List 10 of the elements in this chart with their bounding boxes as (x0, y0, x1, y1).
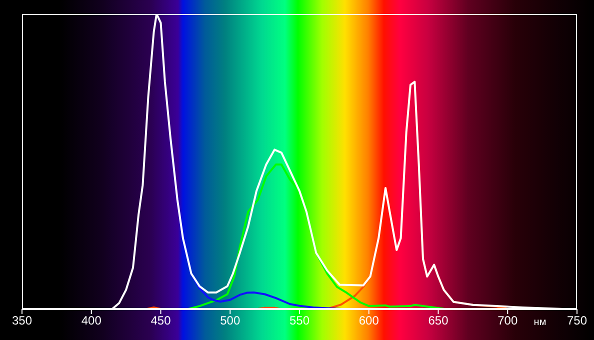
x-tick-label: 550 (289, 314, 310, 328)
x-tick-label: 600 (358, 314, 380, 328)
x-tick-label: 450 (150, 314, 172, 328)
x-tick-label: 750 (566, 314, 588, 328)
x-tick-label: 700 (498, 314, 518, 328)
x-tick-label: 500 (220, 314, 240, 328)
x-axis-title: нм (534, 317, 546, 328)
x-tick-label: 350 (12, 314, 32, 328)
x-tick-label: 650 (428, 314, 449, 328)
x-tick-label: 400 (81, 314, 102, 328)
